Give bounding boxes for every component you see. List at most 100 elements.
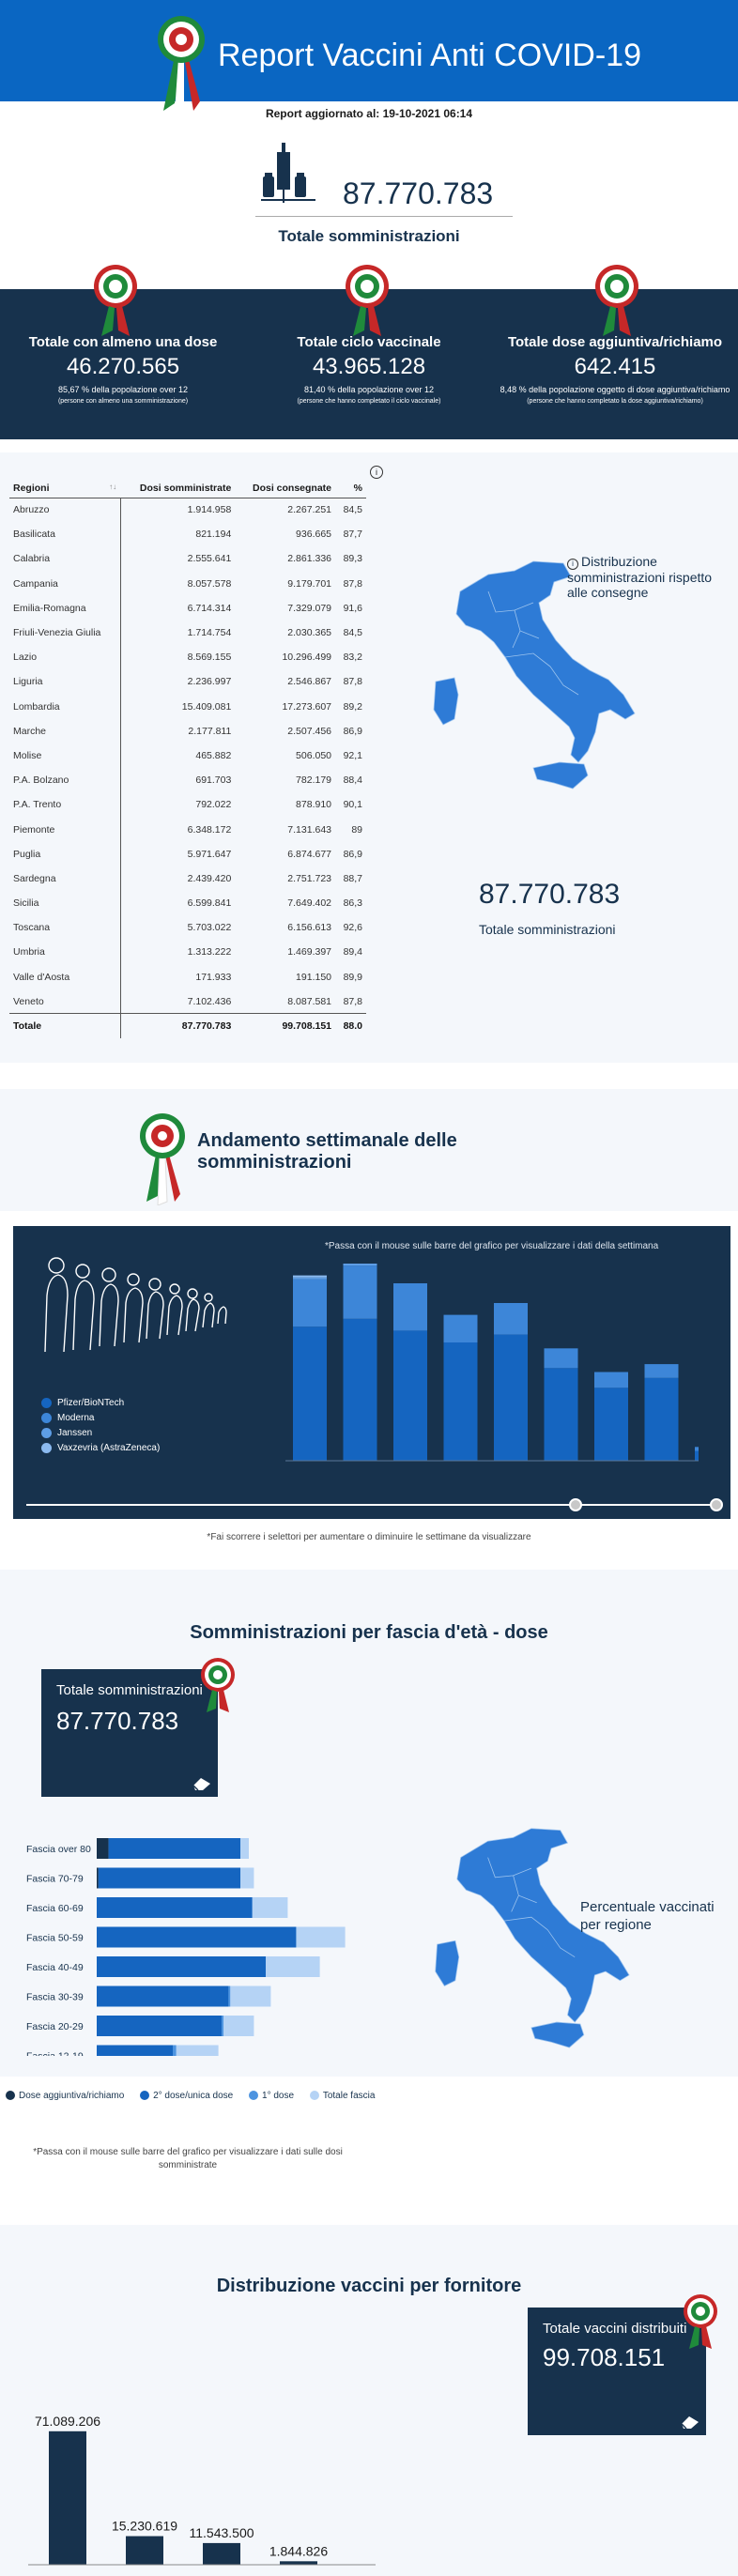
legend-item[interactable]: Dose aggiuntiva/richiamo (6, 2088, 124, 2103)
table-row[interactable]: Lombardia 15.409.081 17.273.607 89,2 (9, 694, 366, 719)
supplier-bar-chart[interactable]: 71.089.206 15.230.619 11.543.500 1.844.826 (0, 2403, 394, 2576)
column-header-percent[interactable]: % (335, 473, 366, 498)
weekly-bar-segment[interactable] (494, 1303, 528, 1335)
legend-item[interactable]: 1° dose (249, 2088, 294, 2103)
table-row[interactable]: Puglia 5.971.647 6.874.677 86,9 (9, 841, 366, 866)
legend-item[interactable]: Totale fascia (309, 2088, 375, 2103)
table-row[interactable]: Friuli-Venezia Giulia 1.714.754 2.030.365 8… (9, 620, 366, 646)
divider (255, 216, 513, 217)
table-row[interactable]: Molise 465.882 506.050 92,1 (9, 743, 366, 769)
legend-item[interactable]: Moderna (41, 1410, 160, 1425)
column-header-administered[interactable]: Dosi somministrate (120, 473, 236, 498)
supplier-bar[interactable] (49, 2430, 86, 2565)
column-header-regions[interactable]: Regioni ↑↓ (9, 473, 121, 498)
sort-icon[interactable]: ↑↓ (109, 482, 117, 491)
table-row[interactable]: Piemonte 6.348.172 7.131.643 89 (9, 817, 366, 842)
legend-item[interactable]: Pfizer/BioNTech (41, 1395, 160, 1410)
weekly-bar-chart[interactable] (285, 1264, 699, 1480)
weekly-bar-segment[interactable] (695, 1447, 699, 1451)
week-range-slider[interactable] (26, 1504, 721, 1506)
info-icon[interactable]: i (567, 559, 578, 570)
table-row[interactable]: Campania 8.057.578 9.179.701 87,8 (9, 571, 366, 596)
weekly-bar-segment[interactable] (443, 1342, 478, 1461)
box-label: Totale vaccini distribuiti (543, 2321, 687, 2337)
table-row[interactable]: Abruzzo 1.914.958 2.267.251 84,5 (9, 498, 366, 523)
weekly-bar-segment[interactable] (343, 1264, 377, 1266)
supplier-total-box: Totale vaccini distribuiti 99.708.151 (528, 2308, 706, 2435)
table-row[interactable]: Valle d'Aosta 171.933 191.150 89,9 (9, 964, 366, 989)
table-row[interactable]: Umbria 1.313.222 1.469.397 89,4 (9, 940, 366, 965)
weekly-bar-segment[interactable] (393, 1330, 427, 1461)
supplier-bar[interactable] (280, 2561, 317, 2565)
table-row[interactable]: Sardegna 2.439.420 2.751.723 88,7 (9, 866, 366, 891)
supplier-bar[interactable] (126, 2536, 163, 2565)
table-row[interactable]: Sicilia 6.599.841 7.649.402 86,3 (9, 891, 366, 916)
age-bar-segment[interactable] (228, 1986, 231, 2007)
age-bar-chart[interactable]: Fascia over 80 Fascia 70-79 Fascia 60-69 Fa… (0, 1831, 385, 2056)
age-total-box: Totale somministrazioni 87.770.783 (41, 1669, 218, 1797)
weekly-bar-segment[interactable] (544, 1368, 578, 1461)
age-bar-segment[interactable] (97, 1956, 266, 1977)
table-row[interactable]: P.A. Trento 792.022 878.910 90,1 (9, 792, 366, 818)
slider-handle-end[interactable] (710, 1498, 723, 1511)
age-bar-segment[interactable] (97, 2045, 173, 2057)
weekly-bar-segment[interactable] (443, 1314, 478, 1342)
supplier-bar[interactable] (203, 2542, 240, 2565)
header: Report Vaccini Anti COVID-19 (0, 0, 738, 113)
cockade-icon (94, 265, 137, 336)
weekly-bar-segment[interactable] (594, 1372, 628, 1388)
eraser-icon[interactable] (192, 1776, 212, 1791)
age-bar-segment[interactable] (97, 1897, 253, 1918)
weekly-bar-segment[interactable] (293, 1277, 327, 1280)
table-cell: Toscana (9, 915, 121, 941)
weekly-bar-segment[interactable] (644, 1364, 679, 1378)
table-row[interactable]: P.A. Bolzano 691.703 782.179 88,4 (9, 768, 366, 793)
table-row[interactable]: Basilicata 821.194 936.665 87,7 (9, 522, 366, 547)
weekly-bar-segment[interactable] (293, 1279, 327, 1327)
table-row[interactable]: Marche 2.177.811 2.507.456 86,9 (9, 718, 366, 744)
italy-percent-map[interactable] (421, 1821, 637, 2075)
legend-item[interactable]: 2° dose/unica dose (140, 2088, 233, 2103)
age-bar-segment[interactable] (97, 1986, 229, 2007)
age-bar-segment[interactable] (108, 1838, 240, 1859)
column-header-delivered[interactable]: Dosi consegnate (235, 473, 336, 498)
age-bar-segment[interactable] (173, 2045, 177, 2057)
weekly-bar-segment[interactable] (594, 1388, 628, 1461)
age-bar-segment[interactable] (97, 2016, 223, 2036)
age-bar-segment[interactable] (97, 1838, 109, 1859)
age-category-label: Fascia 60-69 (26, 1903, 84, 1914)
table-cell: 7.102.436 (187, 995, 232, 1007)
table-row[interactable]: Liguria 2.236.997 2.546.867 87,8 (9, 669, 366, 695)
table-cell: Calabria (9, 546, 121, 572)
weekly-bar-segment[interactable] (494, 1334, 528, 1461)
weekly-bar-segment[interactable] (644, 1377, 679, 1461)
age-category-label: Fascia 50-59 (26, 1933, 84, 1944)
slider-handle-start[interactable] (569, 1498, 582, 1511)
legend-item[interactable]: Vaxzevria (AstraZeneca) (41, 1440, 160, 1455)
weekly-bar-segment[interactable] (343, 1265, 377, 1319)
info-icon[interactable]: i (370, 466, 383, 479)
table-row[interactable]: Toscana 5.703.022 6.156.613 92,6 (9, 915, 366, 941)
weekly-bar-segment[interactable] (293, 1275, 327, 1278)
table-cell: 89,2 (343, 700, 362, 713)
weekly-bar-segment[interactable] (393, 1283, 427, 1331)
table-row[interactable]: Calabria 2.555.641 2.861.336 89,3 (9, 546, 366, 572)
weekly-bar-segment[interactable] (293, 1326, 327, 1461)
legend-item[interactable]: Janssen (41, 1425, 160, 1440)
table-cell: P.A. Trento (9, 792, 121, 818)
eraser-icon[interactable] (680, 2415, 700, 2430)
age-bar-segment[interactable] (97, 1867, 99, 1889)
age-bar-segment[interactable] (222, 2016, 223, 2036)
table-row[interactable]: Veneto 7.102.436 8.087.581 87,8 (9, 989, 366, 1014)
age-bar-segment[interactable] (98, 1867, 240, 1889)
weekly-bar-segment[interactable] (695, 1450, 699, 1462)
legend-dot (41, 1442, 52, 1453)
weekly-bar-segment[interactable] (544, 1348, 578, 1369)
table-row[interactable]: Emilia-Romagna 6.714.314 7.329.079 91,6 (9, 595, 366, 621)
table-row[interactable]: Lazio 8.569.155 10.296.499 83,2 (9, 645, 366, 670)
weekly-header-band: Andamento settimanale delle somministraz… (0, 1089, 738, 1211)
table-cell: Basilicata (9, 522, 121, 547)
weekly-bar-segment[interactable] (343, 1318, 377, 1461)
age-bar-segment[interactable] (97, 1926, 297, 1948)
italy-map[interactable] (423, 554, 638, 817)
